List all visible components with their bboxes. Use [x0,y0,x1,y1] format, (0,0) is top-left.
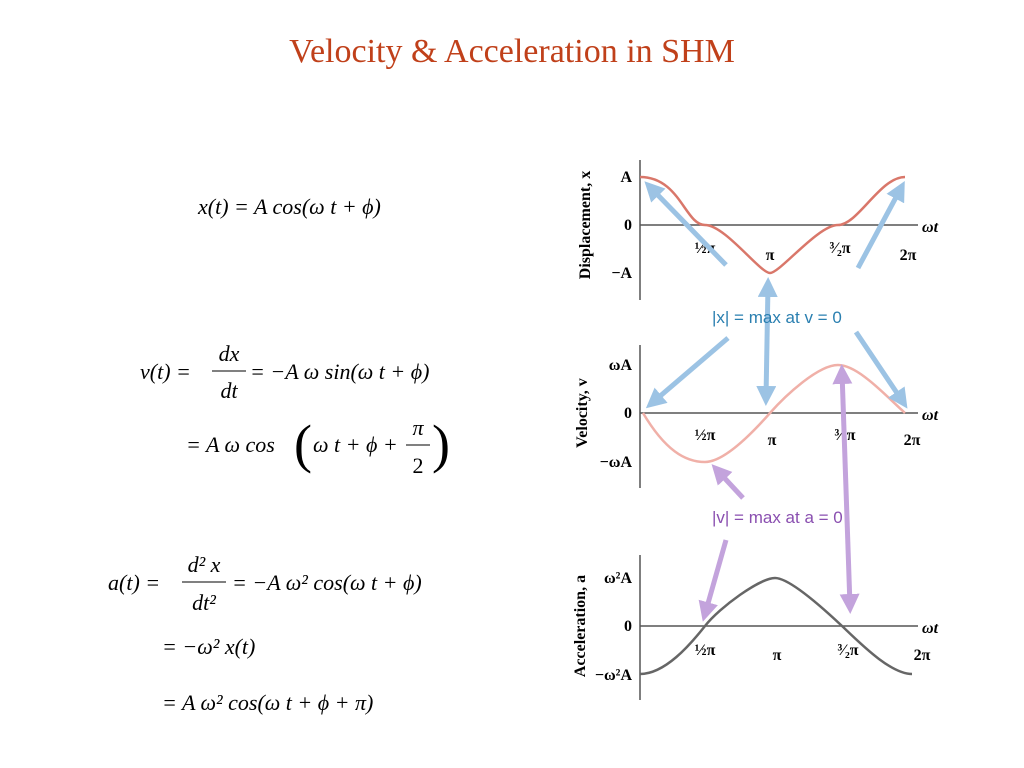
x-tick-label: ½π [695,240,716,257]
eq-text: π [412,415,424,440]
eq-text: = −ω² x(t) [162,634,255,659]
y-tick-label: ω²A [604,570,632,587]
x-tick-label: ³⁄₂π [829,240,850,257]
eq-text: x(t) = A cos(ω t + ϕ) [197,194,381,219]
eq-text: d² x [188,552,221,577]
arrow [645,336,730,409]
eq-text: dt² [192,590,216,615]
y-tick-label: ωA [609,357,633,374]
x-tick-label: 2π [900,247,917,264]
arrow [832,364,860,614]
x-label: ωt [922,219,939,236]
eq-text: ω t + ϕ + [313,432,398,457]
y-tick-label: −ω²A [595,667,633,684]
y-label: Displacement, x [577,171,594,279]
curve [639,175,906,275]
x-tick-label: π [766,247,775,264]
eq-text: = A ω² cos(ω t + ϕ + π) [162,690,373,715]
eq-text: ( [294,414,312,474]
y-tick-label: −A [611,265,632,282]
eq-text: = A ω cos [186,432,275,457]
graph-displacement: Displacement, x A 0 −A ½π π ³⁄₂π 2π ωt [577,160,939,300]
arrow [855,180,905,270]
arrow [853,330,908,409]
equation-a: a(t) = d² x dt² = −A ω² cos(ω t + ϕ) = −… [108,552,422,715]
eq-text: ) [432,414,450,474]
x-tick-label: π [773,647,782,664]
x-tick-label: ½π [695,642,716,659]
title: Velocity & Acceleration in SHM [289,33,735,70]
x-tick-label: ½π [695,427,716,444]
graph-velocity: Velocity, v ωA 0 −ωA ½π π ³⁄₂π 2π ωt [574,345,939,488]
arrows-v [698,364,860,622]
y-tick-label: A [620,169,632,186]
annotation: |v| = max at a = 0 [712,508,843,527]
eq-text: = −A ω² cos(ω t + ϕ) [232,570,422,595]
equation-x: x(t) = A cos(ω t + ϕ) [197,194,381,219]
y-tick-label: 0 [624,405,632,422]
equation-v: v(t) = dx dt = −A ω sin(ω t + ϕ) = A ω c… [140,341,450,478]
y-tick-label: −ωA [600,454,633,471]
x-tick-label: 2π [904,432,921,449]
y-tick-label: 0 [624,217,632,234]
x-tick-label: 2π [914,647,931,664]
y-tick-label: 0 [624,618,632,635]
eq-text: dt [220,378,238,403]
eq-text: = −A ω sin(ω t + ϕ) [250,359,429,384]
eq-text: v(t) = [140,359,191,384]
arrow [698,539,729,622]
arrow [644,181,728,267]
eq-text: a(t) = [108,570,160,595]
x-tick-label: ³⁄₂π [837,642,858,659]
y-label: Velocity, v [574,378,591,448]
x-label: ωt [922,407,939,424]
arrow [756,277,778,406]
curve [639,576,913,676]
eq-text: 2 [413,453,424,478]
arrow [711,464,745,500]
arrows-x [644,180,908,409]
x-label: ωt [922,620,939,637]
graph-acceleration: Acceleration, a ω²A 0 −ω²A ½π π ³⁄₂π 2π … [572,555,939,700]
eq-text: dx [219,341,240,366]
annotation: |x| = max at v = 0 [712,308,842,327]
y-label: Acceleration, a [572,575,589,677]
x-tick-label: π [768,432,777,449]
